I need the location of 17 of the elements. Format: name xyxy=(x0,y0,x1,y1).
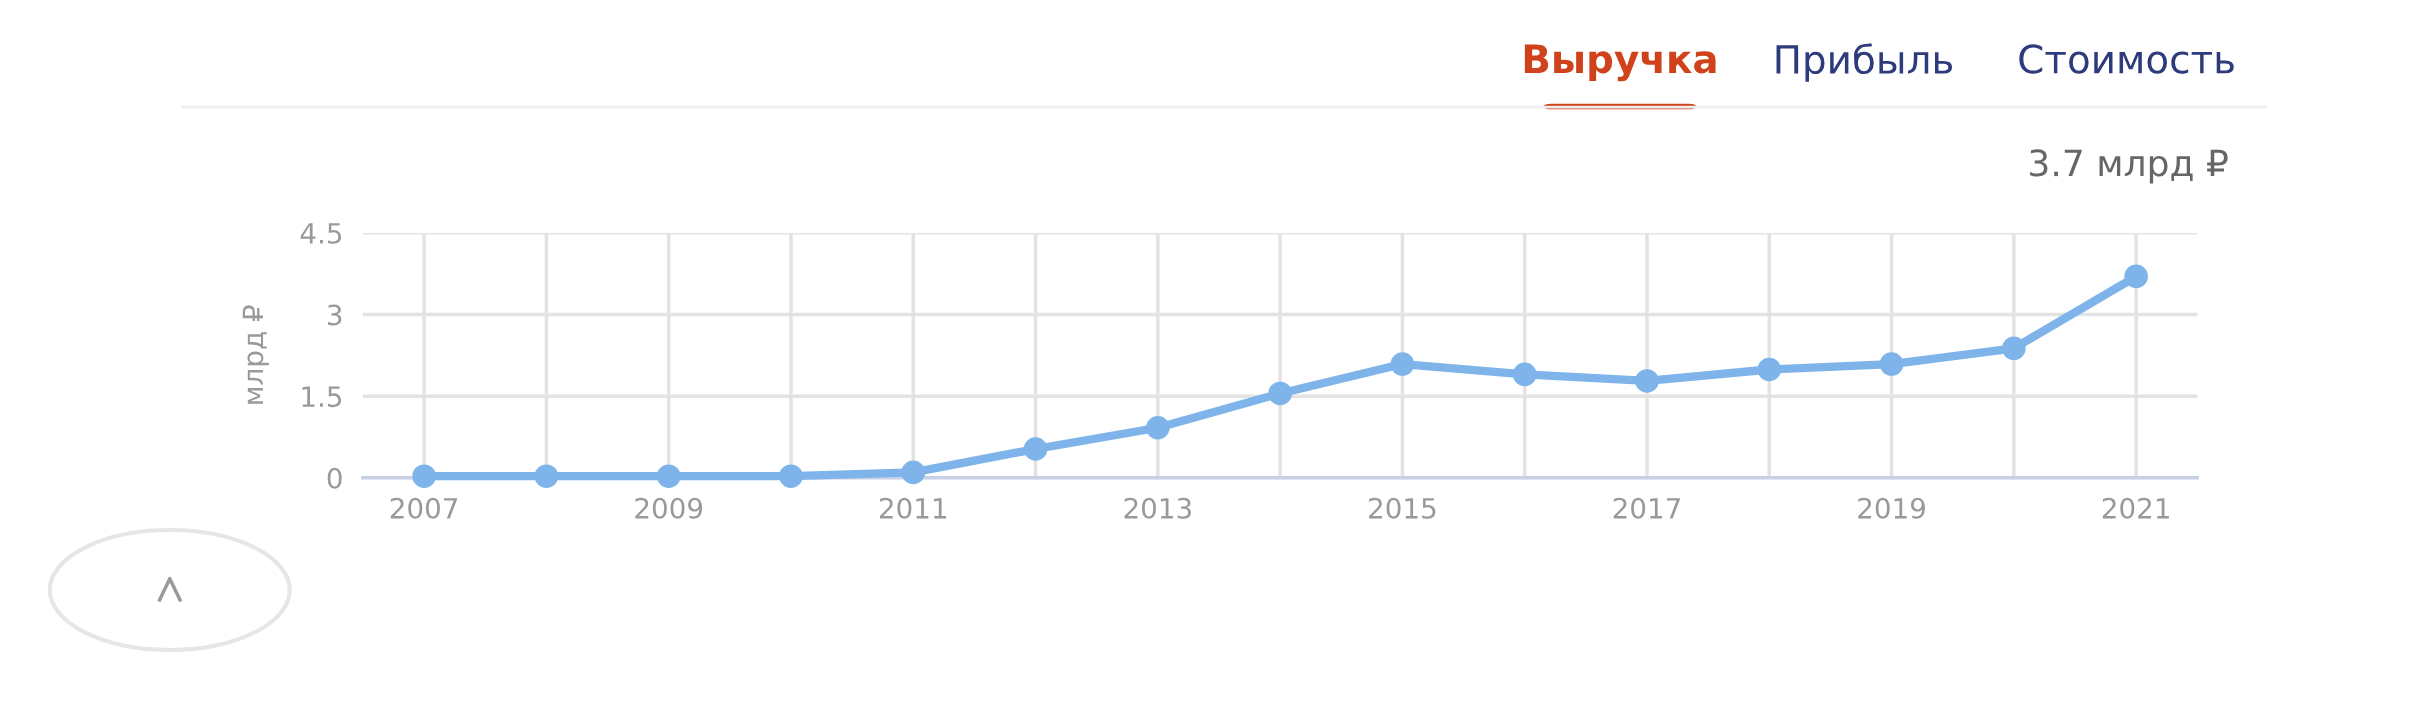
x-tick-label: 2009 xyxy=(635,497,703,519)
x-tick-label: 2019 xyxy=(1858,497,1925,519)
text: Прибыль xyxy=(1776,43,1953,82)
x-tick-label: 2011 xyxy=(879,497,947,519)
y-tick-label: 4.5 xyxy=(300,223,342,244)
x-tick-label: 2013 xyxy=(1124,497,1191,519)
x-tick-label: 2015 xyxy=(1369,497,1436,519)
y-tick-label: 1.5 xyxy=(302,386,342,408)
y-tick-label: 0 xyxy=(327,467,342,489)
text: Стоимость xyxy=(2019,44,2234,74)
y-tick-label: 3 xyxy=(327,304,342,326)
y-axis-title: млрд ₽ xyxy=(242,305,269,404)
x-tick-label: 2017 xyxy=(1613,497,1680,519)
chart-title: Выручка xyxy=(1524,44,1716,82)
text: 3.7 млрд ₽ xyxy=(2030,149,2228,184)
x-tick-label: 2021 xyxy=(2102,497,2169,519)
x-tick-label: 2007 xyxy=(390,497,458,519)
